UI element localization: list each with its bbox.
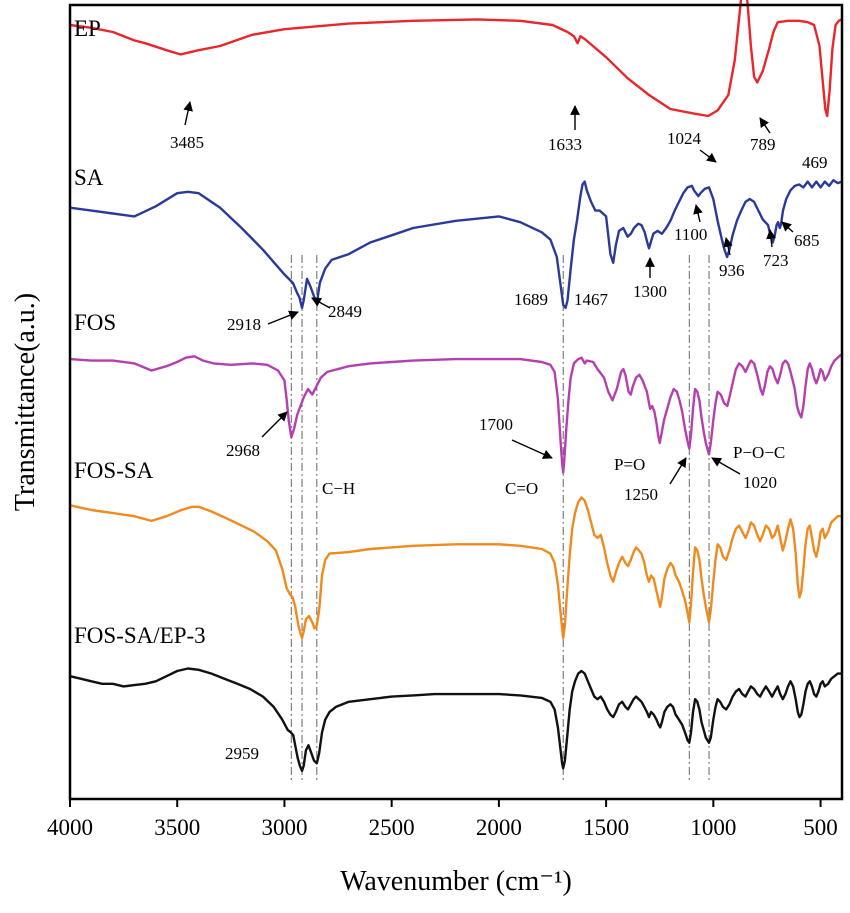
- series-line-fos-sa: [69, 496, 843, 640]
- peak-arrow-1250: [669, 457, 687, 485]
- plot-frame: [68, 3, 844, 801]
- peak-arrow-936: [723, 237, 733, 256]
- x-tick-label-3000: 3000: [261, 815, 307, 840]
- peak-label-3485: 3485: [170, 133, 204, 152]
- peak-label-1300: 1300: [633, 282, 667, 301]
- peak-label-1250: 1250: [624, 485, 658, 504]
- bond-label-po: P=O: [614, 455, 645, 474]
- series-label-fos-sa: FOS-SA: [74, 458, 154, 483]
- peak-label-2968: 2968: [226, 441, 260, 460]
- peak-label-469: 469: [802, 153, 828, 172]
- series-line-fos: [69, 353, 843, 474]
- peak-arrow-3485: [183, 101, 193, 126]
- x-tick-label-2000: 2000: [476, 815, 522, 840]
- peak-arrow-1700: [511, 439, 553, 459]
- peak-arrow-2849: [311, 297, 331, 309]
- series-line-fos-sa-ep-3: [69, 667, 843, 773]
- peak-arrow-789: [759, 117, 771, 134]
- series-line-ep: [69, 0, 843, 118]
- peak-arrows: [183, 101, 794, 485]
- series-label-sa: SA: [74, 165, 104, 190]
- bond-label-poc: P−O−C: [733, 443, 785, 462]
- peak-label-685: 685: [794, 231, 820, 250]
- x-tick-label-4000: 4000: [47, 815, 93, 840]
- x-tick-label-500: 500: [803, 815, 838, 840]
- peak-arrow-1024: [699, 149, 717, 163]
- x-axis-ticks: 4000 3500 3000 2500 2000 1500 1000 500: [47, 799, 838, 840]
- bond-label-ch: C−H: [322, 479, 355, 498]
- peak-label-936: 936: [719, 261, 745, 280]
- y-axis-title: Transmittance(a.u.): [10, 293, 41, 511]
- peak-label-789: 789: [750, 135, 776, 154]
- peak-label-2918: 2918: [227, 315, 261, 334]
- x-tick-label-2500: 2500: [369, 815, 415, 840]
- peak-label-1689: 1689: [514, 290, 548, 309]
- peak-label-1024: 1024: [667, 129, 702, 148]
- peak-arrow-1020: [711, 457, 741, 475]
- peak-label-1700: 1700: [479, 415, 513, 434]
- x-tick-label-1500: 1500: [583, 815, 629, 840]
- series-label-fos: FOS: [74, 310, 116, 335]
- peak-label-1467: 1467: [574, 290, 609, 309]
- peak-arrow-685: [781, 221, 794, 233]
- guide-lines: [290, 255, 710, 780]
- x-tick-label-1000: 1000: [690, 815, 736, 840]
- peak-label-1633: 1633: [548, 135, 582, 154]
- x-axis-title: Wavenumber (cm⁻¹): [340, 866, 572, 897]
- peak-arrow-723: [766, 229, 776, 248]
- bond-label-co: C=O: [505, 479, 538, 498]
- peak-label-2849: 2849: [328, 302, 362, 321]
- peak-label-1020: 1020: [743, 473, 777, 492]
- peak-arrow-2918: [267, 310, 299, 325]
- series-label-ep: EP: [74, 16, 101, 41]
- peak-arrow-1100: [693, 204, 703, 223]
- peak-arrow-2968: [261, 411, 288, 438]
- peak-label-1100: 1100: [674, 225, 707, 244]
- x-tick-label-3500: 3500: [154, 815, 200, 840]
- peak-label-723: 723: [763, 251, 789, 270]
- series-label-fos-sa-ep3: FOS-SA/EP-3: [74, 623, 206, 648]
- peak-label-2959: 2959: [225, 744, 259, 763]
